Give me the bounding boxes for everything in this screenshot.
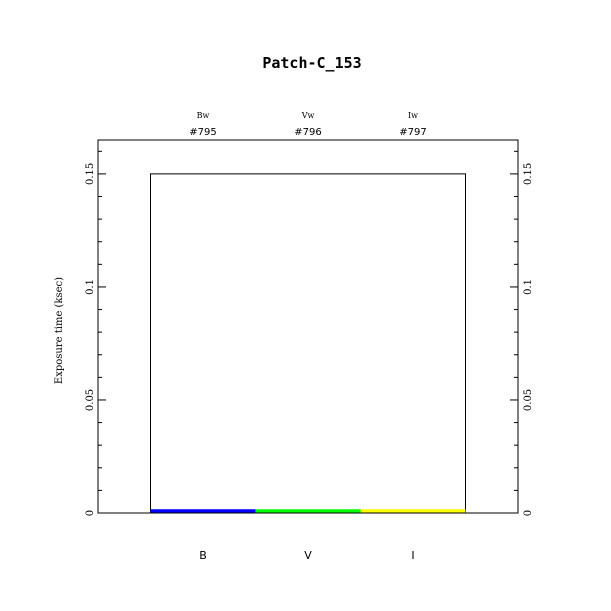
filter-bar-B — [150, 509, 256, 513]
x-tick-label: B — [199, 549, 207, 562]
bar-outline — [150, 173, 466, 513]
y-tick-label-left: 0.15 — [85, 163, 96, 185]
y-tick-label-right: 0.1 — [523, 279, 534, 295]
y-axis-label: Exposure time (ksec) — [54, 277, 65, 384]
x-tick-label: I — [411, 549, 414, 562]
bar-I — [361, 174, 466, 513]
top-id-label: #796 — [294, 127, 321, 138]
top-filter-label: Iw — [408, 111, 418, 120]
top-id-label: #795 — [189, 127, 216, 138]
top-filter-label: Bw — [197, 111, 210, 120]
filter-bar-I — [360, 509, 466, 513]
y-tick-label-right: 0.15 — [523, 163, 534, 185]
chart-title: Patch-C_153 — [262, 54, 361, 72]
y-tick-label-right: 0 — [523, 510, 534, 516]
top-filter-label: Vw — [301, 111, 315, 120]
filter-bar-V — [255, 509, 361, 513]
top-id-label: #797 — [399, 127, 426, 138]
y-tick-label-left: 0 — [85, 510, 96, 516]
y-tick-label-right: 0.05 — [523, 389, 534, 411]
y-tick-label-left: 0.05 — [85, 389, 96, 411]
x-tick-label: V — [304, 549, 312, 562]
y-tick-label-left: 0.1 — [85, 279, 96, 295]
bar-V — [256, 174, 361, 513]
bar-B — [151, 174, 256, 513]
plot-frame — [97, 139, 519, 514]
